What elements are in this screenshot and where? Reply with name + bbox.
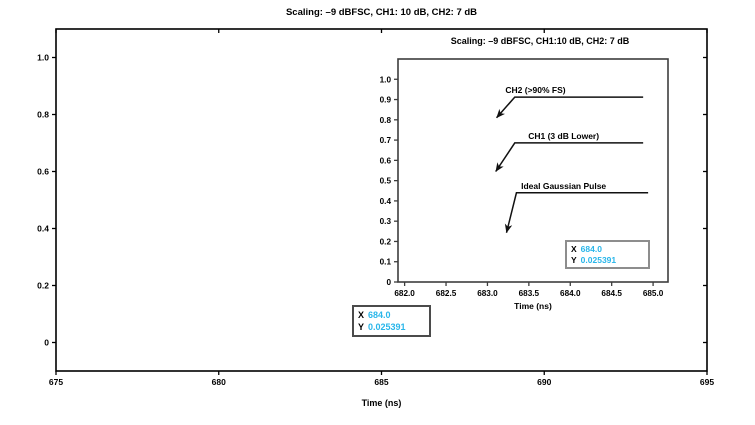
inset-xaxis-label: Time (ns) (514, 301, 552, 311)
inset-ytick-label: 0.4 (380, 197, 392, 206)
annotation-arrow (504, 192, 649, 234)
main-ytick-label: 0.4 (37, 224, 49, 234)
main-ytick-label: 0 (44, 338, 49, 348)
annotation-label: CH1 (3 dB Lower) (528, 131, 599, 141)
main-xtick-label: 680 (212, 377, 226, 387)
inset-annotation: CH1 (3 dB Lower) (495, 131, 644, 172)
inset-xtick-label: 683.0 (477, 289, 498, 298)
inset-xtick-label: 683.5 (519, 289, 540, 298)
cursor-readout-main[interactable]: X 684.0 Y 0.025391 (352, 305, 431, 337)
cursor-x-row: X 684.0 (571, 244, 644, 255)
inset-xtick-label: 685.0 (643, 289, 664, 298)
inset-ytick-label: 0 (386, 278, 391, 287)
annotation-arrow (495, 96, 644, 119)
annotation-label: CH2 (>90% FS) (505, 85, 565, 95)
cursor-y-label: Y (358, 322, 365, 332)
inset-annotation: Ideal Gaussian Pulse (504, 181, 649, 234)
annotation-label: Ideal Gaussian Pulse (521, 181, 606, 191)
cursor-y-row: Y 0.025391 (358, 321, 425, 333)
inset-ytick-label: 0.2 (380, 237, 392, 246)
cursor-readout-inset[interactable]: X 684.0 Y 0.025391 (565, 240, 650, 269)
main-axes: 675 680 685 690 695 0 0.2 0.4 0.6 0.8 1.0 (37, 28, 714, 387)
inset-ytick-label: 0.5 (380, 177, 392, 186)
cursor-y-row: Y 0.025391 (571, 255, 644, 266)
inset-ytick-label: 0.6 (380, 156, 392, 165)
main-ytick-label: 0.2 (37, 281, 49, 291)
inset-xtick-label: 684.0 (560, 289, 581, 298)
main-xtick-label: 695 (700, 377, 714, 387)
cursor-x-value: 684.0 (580, 244, 602, 254)
main-ytick-label: 0.6 (37, 167, 49, 177)
inset-xtick-label: 682.5 (436, 289, 457, 298)
annotation-arrow (495, 142, 644, 172)
cursor-y-label: Y (571, 254, 577, 265)
cursor-x-row: X 684.0 (358, 309, 425, 321)
inset-plot-title: Scaling: –9 dBFSC, CH1:10 dB, CH2: 7 dB (450, 36, 630, 46)
main-xtick-label: 685 (374, 377, 388, 387)
inset-annotation: CH2 (>90% FS) (495, 85, 644, 119)
main-ytick-label: 0.8 (37, 110, 49, 120)
inset-ytick-label: 0.7 (380, 136, 392, 145)
cursor-y-value: 0.025391 (368, 322, 406, 332)
main-ytick-label: 1.0 (37, 53, 49, 63)
inset-ytick-label: 0.1 (380, 258, 392, 267)
inset-ytick-label: 0.8 (380, 116, 392, 125)
cursor-x-label: X (571, 244, 577, 254)
main-xtick-label: 690 (537, 377, 551, 387)
cursor-x-value: 684.0 (368, 310, 391, 320)
inset-ytick-label: 1.0 (380, 75, 392, 84)
inset-ytick-label: 0.3 (380, 217, 392, 226)
main-xtick-label: 675 (49, 377, 63, 387)
inset-ytick-label: 0.9 (380, 96, 392, 105)
main-xaxis-label: Time (ns) (361, 398, 402, 408)
inset-xtick-label: 682.0 (394, 289, 415, 298)
cursor-y-value: 0.025391 (580, 254, 617, 265)
main-plot-title: Scaling: –9 dBFSC, CH1: 10 dB, CH2: 7 dB (285, 7, 478, 18)
cursor-x-label: X (358, 310, 365, 320)
inset-xtick-label: 684.5 (601, 289, 622, 298)
